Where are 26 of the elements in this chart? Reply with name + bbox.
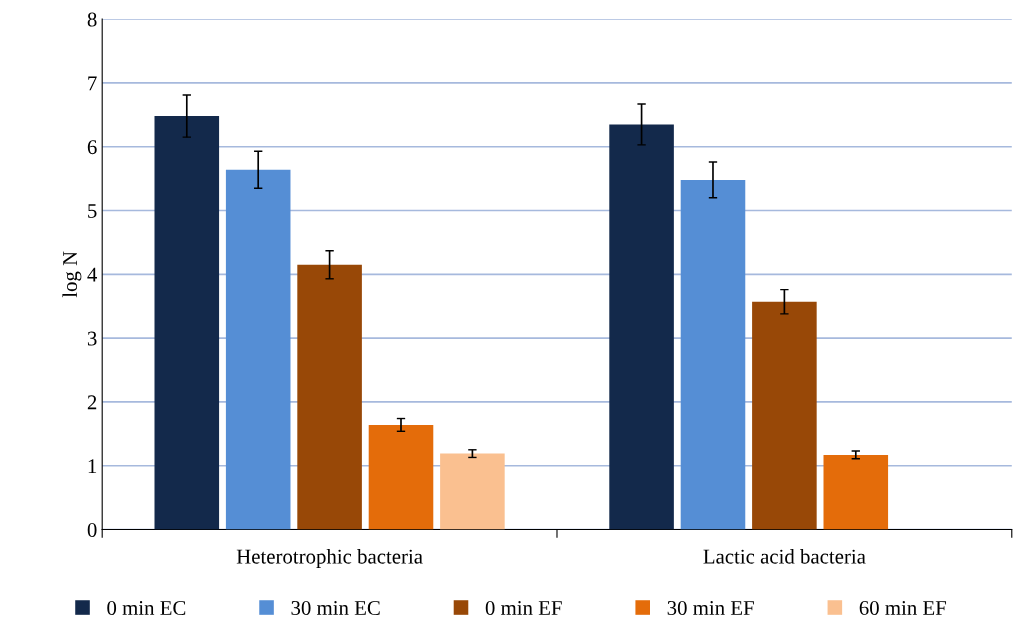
bar [368,424,434,530]
y-tick-label: 0 [87,522,97,537]
y-tick-label: 8 [87,12,97,27]
legend-label: 30 min EF [667,600,754,616]
y-tick-label: 2 [87,395,97,410]
legend-label: 60 min EF [859,600,947,616]
legend-label: 0 min EF [485,600,562,616]
legend-label: 30 min EC [291,600,380,616]
y-tick-label: 1 [88,459,97,473]
x-tick-label: Heterotrophic bacteria [236,548,423,568]
y-tick-label: 5 [88,204,97,218]
bar [440,453,505,530]
y-tick-label: 4 [87,267,98,282]
bar [225,169,291,530]
bar [823,454,889,530]
x-tick-label: Lactic acid bacteria [703,548,866,564]
legend-label: 0 min EC [107,600,186,616]
y-axis-title: log N [62,251,82,298]
y-tick-label: 7 [88,76,97,91]
bar [297,264,362,530]
y-tick-label: 6 [87,140,97,155]
bar [609,124,674,530]
bar [752,301,817,530]
bar [154,116,220,530]
y-tick-label: 3 [87,331,97,346]
bar [680,179,746,530]
